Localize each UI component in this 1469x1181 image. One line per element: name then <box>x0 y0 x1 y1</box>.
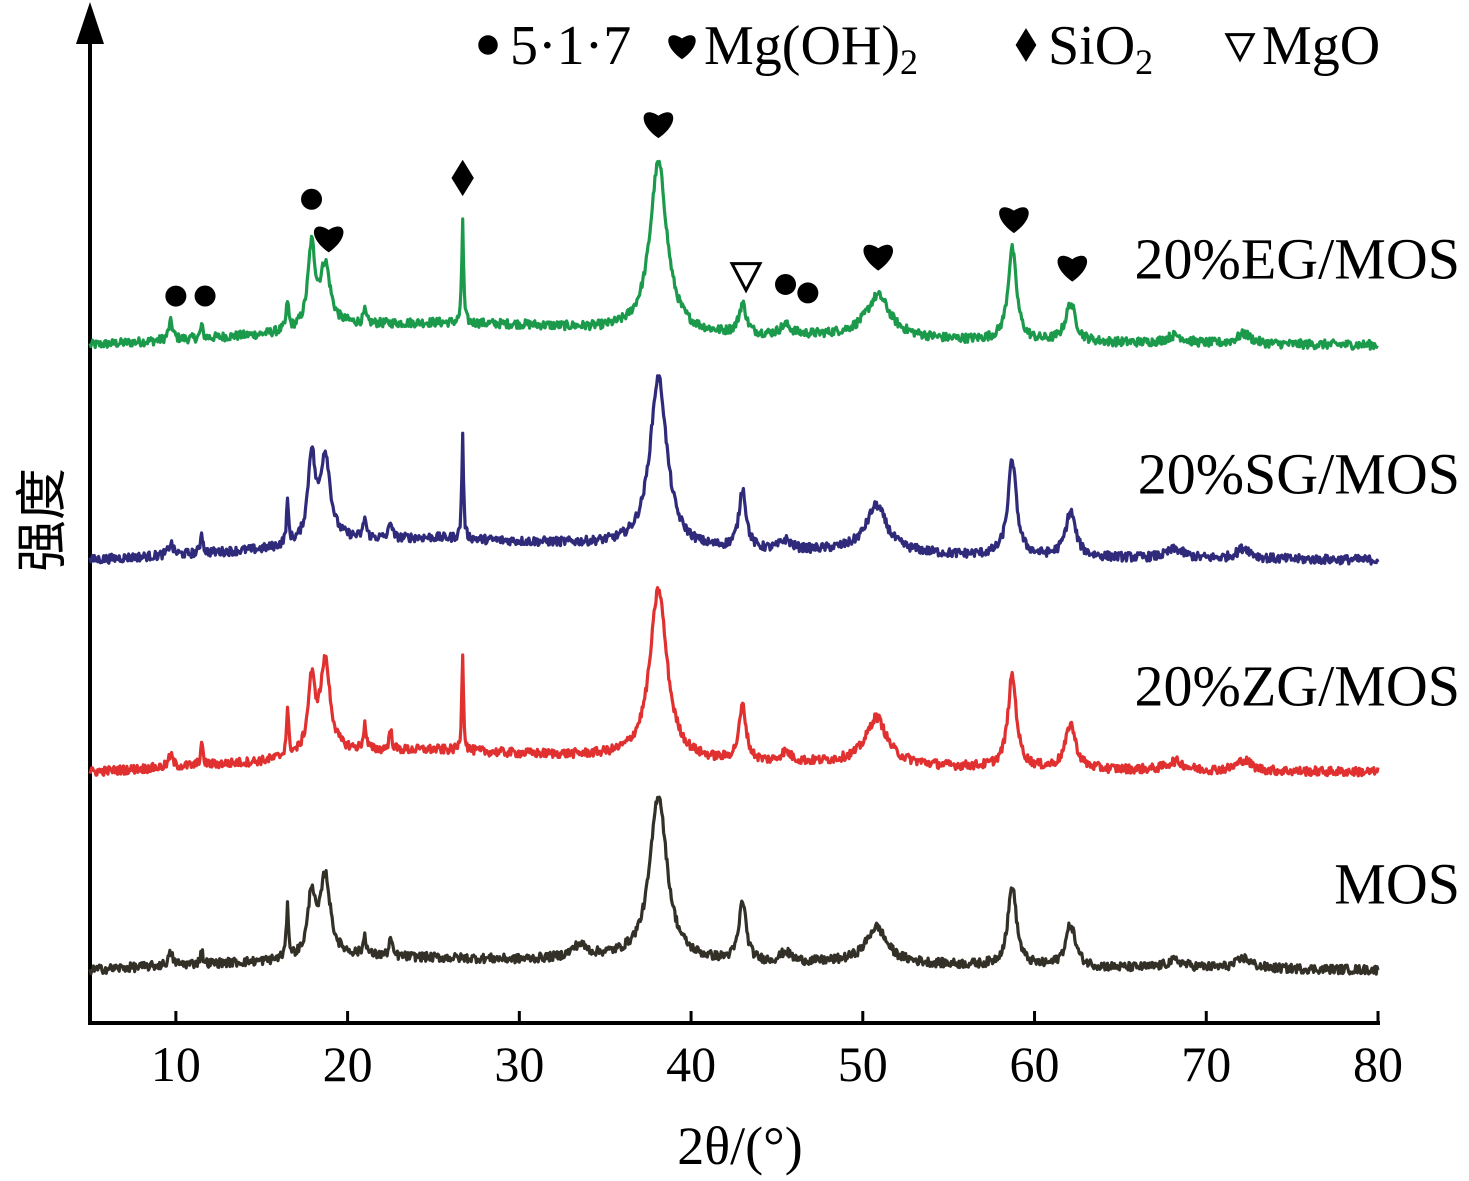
x-tick-label: 30 <box>494 1036 544 1092</box>
legend: 5·1·7 Mg(OH)2 SiO2 MgO <box>478 15 1380 82</box>
peak-markers <box>165 112 1088 307</box>
x-tick-label: 40 <box>666 1036 716 1092</box>
series-line-2 <box>88 586 1380 778</box>
x-ticks: 10 20 30 40 50 60 70 80 <box>151 1011 1403 1092</box>
peak-marker-heart-icon <box>313 226 344 253</box>
legend-label: 5·1·7 <box>510 15 631 77</box>
peak-marker-heart-icon <box>643 112 674 139</box>
peak-marker-circle-icon <box>301 188 323 210</box>
y-axis-arrow <box>76 2 104 44</box>
series-label: 20%ZG/MOS <box>1135 654 1460 719</box>
series-labels: 20%EG/MOS 20%SG/MOS 20%ZG/MOS MOS <box>1135 227 1460 917</box>
x-tick-label: 60 <box>1010 1036 1060 1092</box>
legend-diamond-icon <box>1015 28 1037 62</box>
series-label: 20%EG/MOS <box>1135 227 1460 292</box>
x-tick-label: 70 <box>1181 1036 1231 1092</box>
y-axis-label: 强度 <box>13 468 73 572</box>
x-axis-label: 2θ/(°) <box>677 1116 802 1176</box>
peak-marker-triangle-down-open-icon <box>729 262 763 294</box>
x-tick-label: 10 <box>151 1036 201 1092</box>
x-tick-label: 50 <box>838 1036 888 1092</box>
series-line-3 <box>88 795 1380 976</box>
legend-label: MgO <box>1262 15 1380 77</box>
series-lines <box>88 159 1380 976</box>
peak-marker-heart-icon <box>1057 255 1088 282</box>
legend-label: Mg(OH)2 <box>704 15 918 82</box>
peak-marker-circle-icon <box>165 285 187 307</box>
peak-marker-circle-icon <box>775 273 797 295</box>
peak-marker-circle-icon <box>194 285 216 307</box>
x-tick-label: 80 <box>1353 1036 1403 1092</box>
x-tick-label: 20 <box>323 1036 373 1092</box>
legend-triangle-down-open-icon <box>1224 33 1256 63</box>
peak-marker-heart-icon <box>999 207 1029 234</box>
series-label: 20%SG/MOS <box>1138 442 1460 507</box>
legend-label: SiO2 <box>1048 15 1153 82</box>
series-label: MOS <box>1334 851 1460 916</box>
series-line-0 <box>88 159 1379 351</box>
series-line-1 <box>88 374 1380 566</box>
legend-heart-icon <box>668 35 696 60</box>
peak-marker-circle-icon <box>797 282 819 304</box>
legend-circle-icon <box>478 35 498 55</box>
peak-marker-diamond-icon <box>451 159 474 197</box>
axes <box>76 2 1380 1025</box>
peak-marker-heart-icon <box>863 244 894 271</box>
